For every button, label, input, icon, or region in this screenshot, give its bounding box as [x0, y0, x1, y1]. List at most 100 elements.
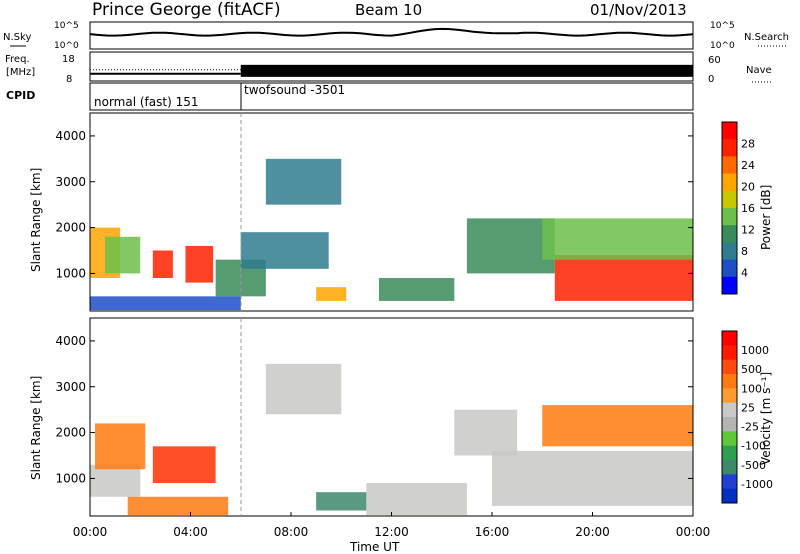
colorbar-tick-label: 12 — [741, 224, 755, 237]
colorbar-swatch — [722, 359, 737, 375]
nsearch-tick-low: 10^0 — [710, 41, 735, 51]
power-heatmap — [90, 158, 693, 311]
data-region — [466, 218, 555, 274]
x-tick-label: 08:00 — [274, 525, 309, 539]
nsearch-label: N.Search — [744, 32, 789, 43]
colorbar-tick-label: 24 — [741, 159, 755, 172]
y-tick-label: 2000 — [55, 221, 86, 235]
colorbar-tick-label: 1000 — [741, 344, 769, 357]
data-region — [378, 278, 455, 301]
colorbar-swatch — [722, 122, 737, 140]
velocity-heatmap — [90, 363, 693, 516]
colorbar-swatch — [722, 488, 737, 504]
freq-marks — [90, 64, 693, 77]
y-tick-label: 1000 — [55, 266, 86, 280]
power-y-axis: 1000 2000 3000 4000 — [55, 129, 693, 280]
velocity-colorbar: 1000 500 100 25 -25 -100 -500 -1000 — [722, 331, 773, 504]
data-region — [542, 405, 693, 447]
colorbar-tick-label: 25 — [741, 401, 755, 414]
colorbar-tick-label: 8 — [741, 245, 748, 258]
cpid-panel-frame — [89, 82, 694, 111]
x-tick-label: 00:00 — [73, 525, 108, 539]
data-region — [90, 464, 141, 497]
data-region — [265, 158, 342, 205]
colorbar-tick-label: -1000 — [741, 478, 773, 491]
colorbar-tick-label: 16 — [741, 202, 755, 215]
colorbar-swatch — [722, 225, 737, 243]
colorbar-tick-label: -100 — [741, 440, 766, 453]
power-panel-frame — [89, 112, 694, 312]
data-region — [542, 218, 693, 260]
colorbar-swatch — [722, 388, 737, 404]
colorbar-tick-label: 20 — [741, 181, 755, 194]
data-region — [152, 250, 173, 278]
colorbar-swatch — [722, 445, 737, 461]
time-axis: 00:00 04:00 08:00 12:00 16:00 20:00 00:00 — [73, 512, 711, 539]
freq-unit-label: [MHz] — [6, 67, 35, 78]
colorbar-swatch — [722, 276, 737, 295]
data-region — [152, 446, 216, 483]
data-region — [127, 496, 229, 516]
nave-label: Nave — [746, 65, 772, 76]
colorbar-swatch — [722, 331, 737, 346]
freq-level — [240, 64, 693, 77]
colorbar-tick-label: 500 — [741, 363, 762, 376]
velocity-ylabel: Slant Range [km] — [29, 376, 43, 480]
y-tick-label: 4000 — [55, 334, 86, 348]
nsky-panel-frame — [89, 21, 694, 50]
freq-label: Freq. — [5, 54, 30, 65]
colorbar-swatch — [722, 208, 737, 226]
freq-tick-high: 18 — [62, 54, 75, 65]
nsky-tick-low: 10^0 — [54, 41, 79, 51]
data-region — [316, 287, 347, 301]
power-ylabel: Slant Range [km] — [29, 168, 43, 272]
beam-label: Beam 10 — [355, 1, 422, 19]
data-region — [366, 483, 467, 516]
power-colorbar-frame — [721, 121, 738, 295]
y-tick-label: 3000 — [55, 380, 86, 394]
colorbar-tick-label: -25 — [741, 421, 759, 434]
nsky-label: N.Sky — [3, 32, 31, 43]
y-tick-label: 4000 — [55, 129, 86, 143]
data-region — [316, 492, 367, 511]
time-axis-label: Time UT — [349, 540, 400, 554]
colorbar-tick-label: 100 — [741, 382, 762, 395]
freq-tick-low: 8 — [66, 74, 72, 85]
colorbar-swatch — [722, 402, 737, 418]
colorbar-tick-label: 4 — [741, 267, 748, 280]
power-colorbar: 28 24 20 16 12 8 4 — [722, 122, 755, 295]
data-region — [105, 236, 141, 274]
data-region — [492, 450, 693, 506]
colorbar-swatch — [722, 417, 737, 432]
power-colorbar-label: Power [dB] — [759, 185, 773, 250]
date-label: 01/Nov/2013 — [590, 1, 687, 19]
colorbar-tick-label: -500 — [741, 459, 766, 472]
colorbar-swatch — [722, 374, 737, 389]
cpid-mode-1: normal (fast) 151 — [94, 95, 198, 109]
x-tick-label: 00:00 — [676, 525, 711, 539]
colorbar-swatch — [722, 474, 737, 490]
colorbar-tick-label: 28 — [741, 138, 755, 151]
velocity-colorbar-label: Velocity [m s⁻¹] — [759, 372, 773, 465]
data-region — [454, 409, 518, 456]
x-tick-label: 20:00 — [575, 525, 610, 539]
colorbar-swatch — [722, 345, 737, 361]
data-region — [95, 423, 146, 470]
cpid-mode-2: twofsound -3501 — [244, 83, 345, 97]
y-tick-label: 2000 — [55, 426, 86, 440]
nsky-tick-high: 10^5 — [54, 21, 79, 31]
x-tick-label: 12:00 — [374, 525, 409, 539]
colorbar-swatch — [722, 139, 737, 157]
nave-tick-low: 0 — [708, 74, 714, 85]
colorbar-swatch — [722, 156, 737, 175]
data-region — [240, 232, 329, 269]
colorbar-swatch — [722, 460, 737, 475]
data-region — [265, 363, 342, 415]
data-region — [185, 245, 214, 283]
nave-tick-high: 60 — [708, 55, 721, 66]
colorbar-swatch — [722, 431, 737, 447]
data-region — [90, 296, 241, 311]
colorbar-swatch — [722, 190, 737, 209]
cpid-label: CPID — [6, 89, 35, 102]
